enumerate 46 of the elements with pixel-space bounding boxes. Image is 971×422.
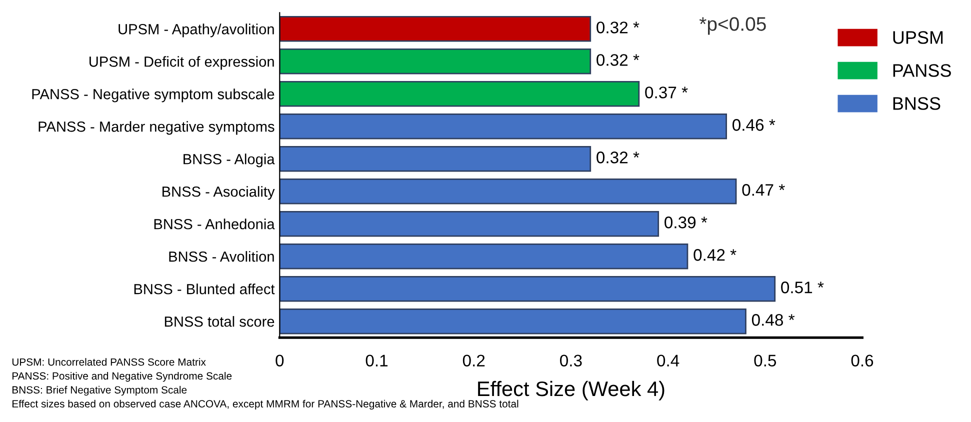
- x-tick-label: 0: [276, 354, 284, 367]
- y-tick-label: BNSS - Alogia: [184, 154, 275, 168]
- data-label: 0.32 *: [596, 152, 640, 164]
- y-tick-label: BNSS - Blunted affect: [134, 284, 275, 294]
- y-tick-label: UPSM - Deficit of expression: [90, 56, 274, 70]
- legend-label: PANSS: [893, 64, 951, 77]
- y-tick-label: PANSS - Negative symptom subscale: [32, 88, 274, 102]
- text: PANSS: Positive and Negative Syndrome Scale: [12, 372, 232, 382]
- data-label: 0.46 *: [732, 119, 776, 131]
- data-label: 0.47 *: [742, 184, 785, 196]
- bar: [280, 114, 728, 140]
- x-tick-label: 0.6: [851, 354, 874, 367]
- bar: [280, 308, 746, 334]
- x-tick-label: 0.1: [366, 354, 388, 367]
- bar: [280, 48, 592, 74]
- bar: [280, 243, 688, 270]
- bar: [280, 178, 737, 204]
- data-label: 0.32 *: [596, 22, 640, 34]
- legend-label: BNSS: [893, 97, 940, 110]
- y-tick-label: BNSS - Avolition: [169, 251, 274, 262]
- data-label: 0.42 *: [694, 249, 736, 261]
- y-tick-label: UPSM - Apathy/avolition: [118, 24, 274, 38]
- y-tick-label: PANSS - Marder negative symptoms: [38, 121, 274, 135]
- text: Effect sizes based on observed case ANCOVA, except MMRM for PANSS-Negative & Marder, and BNSS total: [12, 400, 518, 410]
- data-label: 0.37 *: [645, 86, 688, 98]
- x-tick-label: 0.5: [754, 354, 776, 367]
- bar: [280, 210, 660, 237]
- text: UPSM: Uncorrelated PANSS Score Matrix: [12, 358, 206, 366]
- text: BNSS: Brief Negative Symptom Scale: [12, 386, 187, 396]
- legend-label: UPSM: [893, 31, 943, 44]
- y-tick-label: BNSS - Asociality: [162, 186, 275, 200]
- annotation: *p<0.05: [699, 17, 766, 35]
- data-label: 0.39 *: [664, 216, 708, 228]
- bar: [280, 276, 776, 302]
- bar: [280, 146, 592, 172]
- x-axis-title: Effect Size (Week 4): [478, 380, 664, 400]
- y-tick-label: BNSS total score: [164, 316, 274, 327]
- data-label: 0.51 *: [781, 282, 824, 294]
- data-label: 0.48 *: [752, 314, 795, 326]
- bar: [280, 81, 640, 107]
- y-tick-label: BNSS - Anhedonia: [154, 218, 275, 230]
- x-tick-label: 0.2: [462, 354, 485, 367]
- data-label: 0.32 *: [596, 54, 640, 66]
- x-tick-label: 0.3: [560, 354, 582, 367]
- bar: [280, 16, 592, 42]
- x-tick-label: 0.4: [657, 354, 680, 367]
